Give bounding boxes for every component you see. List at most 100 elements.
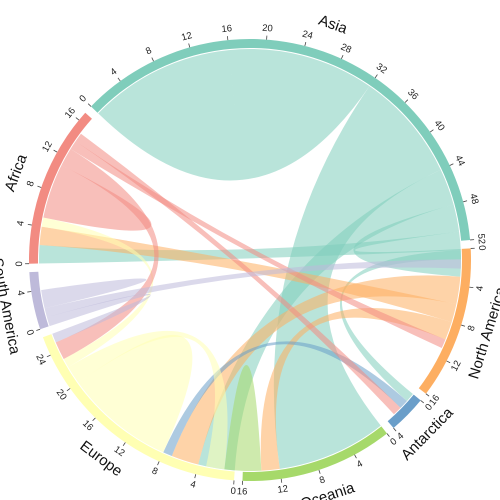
- ribbon-oceania-to-oceania: [224, 365, 262, 472]
- tick-mark-asia-48: [463, 200, 468, 203]
- tick-mark-south-america-4: [27, 291, 32, 293]
- tick-label-asia-52: 52: [475, 233, 487, 245]
- tick-mark-north-america-16: [425, 393, 430, 397]
- ribbon-europe-to-oceania: [68, 330, 228, 470]
- tick-mark-asia-0: [87, 103, 92, 107]
- tick-mark-asia-36: [404, 99, 409, 103]
- tick-label-north-america-4: 4: [474, 285, 486, 292]
- tick-label-europe-20: 20: [54, 387, 69, 402]
- tick-mark-oceania-4: [354, 454, 357, 459]
- tick-label-asia-40: 40: [432, 118, 447, 133]
- tick-mark-antarctica-0: [420, 400, 425, 404]
- tick-label-asia-0: 0: [77, 93, 89, 104]
- region-arcs-layer: [28, 39, 472, 481]
- tick-mark-antarctica-4: [393, 427, 397, 432]
- arc-africa: [28, 112, 92, 264]
- tick-label-europe-24: 24: [33, 353, 47, 367]
- tick-label-africa-0: 0: [12, 261, 23, 266]
- tick-label-oceania-4: 4: [355, 458, 365, 470]
- tick-mark-asia-32: [374, 74, 378, 79]
- tick-mark-asia-40: [429, 129, 434, 133]
- tick-mark-oceania-12: [280, 478, 283, 483]
- tick-label-asia-20: 20: [262, 23, 273, 35]
- tick-label-asia-4: 4: [108, 66, 119, 78]
- tick-label-asia-24: 24: [301, 29, 314, 42]
- ribbon-north-america-to-oceania: [260, 307, 452, 471]
- ribbon-south-america-to-europe: [46, 293, 151, 343]
- ribbon-africa-to-antarctica: [75, 133, 401, 415]
- ribbons-layer: [39, 49, 462, 472]
- tick-mark-north-america-12: [446, 360, 451, 364]
- region-label-north-america: North America: [465, 285, 500, 381]
- tick-label-north-america-0: 0: [476, 245, 487, 251]
- tick-mark-oceania-0: [386, 433, 390, 437]
- tick-label-africa-8: 8: [25, 180, 37, 189]
- tick-mark-asia-44: [449, 163, 454, 166]
- arc-south-america: [29, 271, 49, 330]
- tick-label-south-america-0: 0: [24, 328, 36, 336]
- ribbon-asia-to-oceania: [273, 86, 441, 469]
- tick-mark-europe-20: [66, 388, 71, 392]
- tick-label-north-america-8: 8: [466, 324, 478, 332]
- tick-label-europe-0: 0: [230, 486, 236, 497]
- tick-mark-asia-4: [117, 77, 121, 82]
- tick-label-africa-12: 12: [40, 139, 55, 154]
- tick-mark-oceania-8: [318, 469, 321, 474]
- tick-mark-asia-8: [151, 57, 154, 62]
- tick-mark-africa-16: [75, 117, 80, 121]
- tick-label-oceania-16: 16: [237, 486, 248, 497]
- region-label-africa: Africa: [1, 151, 31, 193]
- tick-label-africa-4: 4: [15, 220, 27, 227]
- tick-label-europe-8: 8: [150, 465, 159, 477]
- tick-label-asia-32: 32: [374, 61, 389, 76]
- tick-label-africa-16: 16: [63, 106, 78, 121]
- region-label-south-america: South America: [0, 257, 23, 357]
- arc-north-america: [418, 248, 472, 394]
- tick-mark-africa-8: [37, 185, 42, 188]
- tick-mark-africa-4: [27, 224, 32, 226]
- tick-label-asia-44: 44: [452, 154, 466, 168]
- tick-mark-europe-4: [194, 474, 197, 479]
- tick-label-asia-48: 48: [467, 192, 480, 205]
- tick-label-asia-12: 12: [180, 30, 193, 43]
- tick-mark-europe-12: [122, 442, 126, 447]
- tick-mark-europe-24: [46, 354, 51, 358]
- arc-oceania: [242, 426, 387, 481]
- tick-label-oceania-12: 12: [277, 484, 289, 496]
- tick-mark-north-america-8: [461, 324, 466, 327]
- tick-label-oceania-8: 8: [318, 474, 326, 486]
- tick-mark-asia-24: [304, 41, 307, 47]
- ribbon-south-america-to-asia: [44, 259, 462, 318]
- tick-label-antarctica-4: 4: [395, 431, 406, 443]
- tick-mark-asia-28: [341, 54, 344, 59]
- ribbon-asia-to-antarctica: [339, 250, 461, 402]
- tick-mark-africa-12: [53, 149, 58, 153]
- tick-label-europe-12: 12: [112, 444, 127, 459]
- tick-mark-europe-16: [92, 417, 96, 422]
- ribbon-europe-to-europe: [78, 334, 193, 453]
- region-label-asia: Asia: [316, 12, 350, 38]
- arc-antarctica: [387, 394, 421, 429]
- ribbon-south-america-to-south-america: [41, 278, 147, 309]
- region-label-oceania: Oceania: [298, 479, 357, 500]
- tick-label-asia-16: 16: [221, 23, 233, 35]
- tick-label-north-america-12: 12: [449, 359, 464, 373]
- tick-label-asia-8: 8: [144, 45, 154, 57]
- ribbon-north-america-to-europe: [171, 275, 461, 465]
- ribbon-north-america-to-africa: [39, 226, 457, 323]
- tick-label-asia-28: 28: [339, 42, 353, 56]
- tick-mark-europe-8: [157, 461, 160, 466]
- tick-label-europe-4: 4: [189, 479, 197, 491]
- ribbon-africa-to-north-america: [70, 141, 446, 349]
- tick-mark-south-america-0: [36, 328, 41, 331]
- ribbon-asia-to-africa: [39, 231, 461, 264]
- tick-label-antarctica-0: 0: [423, 402, 435, 413]
- tick-label-south-america-4: 4: [15, 290, 27, 297]
- ribbon-antarctica-to-europe: [163, 341, 407, 456]
- tick-mark-asia-12: [188, 43, 191, 48]
- tick-label-oceania-0: 0: [388, 436, 399, 448]
- ribbon-africa-to-africa: [43, 165, 152, 231]
